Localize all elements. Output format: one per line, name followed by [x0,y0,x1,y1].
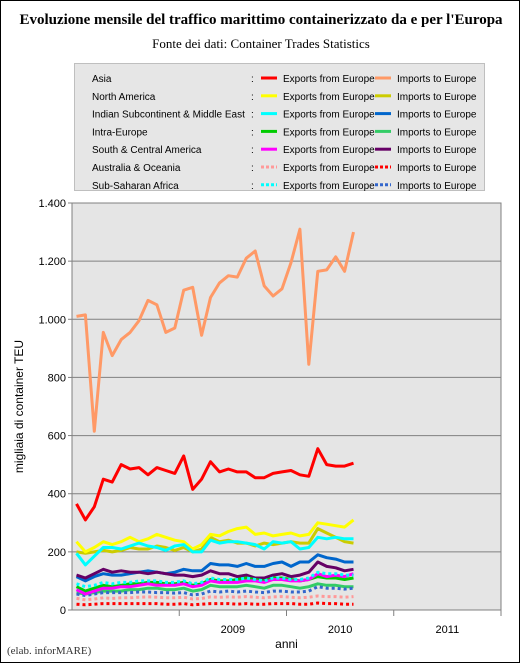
legend-separator: : [251,110,254,121]
legend-series-label: Imports to Europe [397,145,477,156]
chart-subtitle: Fonte dei dati: Container Trades Statist… [152,36,370,51]
legend: Asia: Exports from Europe Imports to Europ… [92,74,477,192]
y-tick-label: 1.200 [38,256,66,268]
legend-series-label: Imports to Europe [397,163,477,174]
y-tick-label: 800 [48,372,66,384]
legend-separator: : [251,127,254,138]
series-line-australia-and-oceania-exports [76,594,354,602]
legend-region-label: Intra-Europe [92,127,148,138]
series-line-sub-saharan-africa-exports [76,570,354,589]
grid [72,202,501,611]
x-tick-label: 2010 [328,624,352,636]
y-tick-label: 400 [48,489,66,501]
y-tick-label: 0 [60,605,66,617]
y-tick-label: 200 [48,547,66,559]
y-tick-label: 1.000 [38,314,66,326]
legend-series-label: Exports from Europe [283,127,375,138]
series-line-indian-subcontinent-and-middle-east-exports [75,535,354,567]
axes: 0 200 400 600 800 1.000 1.200 1.400 2009 2010 2011 [38,198,502,636]
legend-series-label: Exports from Europe [283,163,375,174]
legend-separator: : [251,145,254,156]
legend-series-label: Imports to Europe [397,181,477,192]
series-layer [75,227,355,607]
legend-separator: : [251,92,254,103]
x-axis-label: anni [275,637,298,651]
series-line-indian-subcontinent-and-middle-east-imports [75,553,354,583]
series-line-asia-exports [75,447,354,522]
legend-region-label: Indian Subcontinent & Middle East [92,110,245,121]
x-tick-label: 2009 [221,624,245,636]
legend-region-label: North America [92,92,156,103]
chart-title: Evoluzione mensile del traffico marittim… [19,12,503,28]
legend-series-label: Imports to Europe [397,74,477,85]
x-tick-label: 2011 [436,624,460,636]
legend-region-label: Asia [92,74,112,85]
legend-separator: : [251,181,254,192]
y-tick-label: 1.400 [38,198,66,210]
legend-region-label: Australia & Oceania [92,163,181,174]
series-line-south-and-central-america-imports [76,560,354,580]
y-axis-label: migliaia di container TEU [12,340,26,473]
legend-series-label: Imports to Europe [397,127,477,138]
series-line-australia-and-oceania-imports [76,601,354,607]
legend-series-label: Exports from Europe [283,92,375,103]
legend-series-label: Exports from Europe [283,110,375,121]
credit-text: (elab. inforMARE) [7,645,92,657]
series-line-north-america-exports [75,518,355,554]
legend-region-label: South & Central America [92,145,202,156]
legend-series-label: Imports to Europe [397,110,477,121]
legend-separator: : [251,74,254,85]
legend-separator: : [251,163,254,174]
legend-box [74,63,485,191]
legend-series-label: Exports from Europe [283,74,375,85]
y-tick-label: 600 [48,431,66,443]
legend-series-label: Exports from Europe [283,145,375,156]
series-line-asia-imports [76,227,355,433]
legend-region-label: Sub-Saharan Africa [92,181,179,192]
series-line-sub-saharan-africa-imports [76,585,354,597]
legend-series-label: Exports from Europe [283,181,375,192]
legend-series-label: Imports to Europe [397,92,477,103]
series-line-intra-europe-imports [76,582,354,596]
